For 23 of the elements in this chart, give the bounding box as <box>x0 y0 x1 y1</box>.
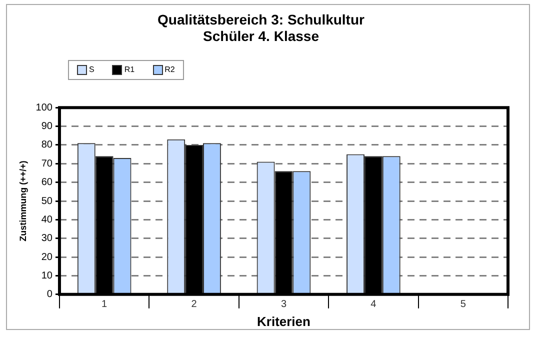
y-tick-label: 100 <box>36 102 53 114</box>
chart-subtitle: Schüler 4. Klasse <box>203 28 320 44</box>
y-tick-label: 10 <box>41 270 53 282</box>
y-axis-title: Zustimmung (++/+) <box>18 160 28 242</box>
x-tick-label: 4 <box>370 299 377 310</box>
y-tick-label: 50 <box>41 196 53 207</box>
legend-label: S <box>89 65 94 74</box>
x-axis-title: Kriterien <box>257 314 311 329</box>
y-tick-label: 70 <box>41 158 53 170</box>
legend-label: R1 <box>124 65 135 74</box>
y-tick-label: 30 <box>41 233 53 244</box>
y-tick-label: 0 <box>46 289 53 300</box>
x-tick-label: 5 <box>460 299 466 310</box>
legend-label: R2 <box>164 65 175 74</box>
y-tick-label: 90 <box>41 121 53 132</box>
x-tick-label: 1 <box>102 299 108 310</box>
y-tick-label: 60 <box>41 177 53 188</box>
y-tick-label: 20 <box>41 252 53 263</box>
x-tick-label: 2 <box>191 299 198 310</box>
y-tick-label: 80 <box>41 140 53 151</box>
chart-title: Qualitätsbereich 3: Schulkultur <box>158 11 366 28</box>
y-tick-label: 40 <box>41 214 53 226</box>
x-tick-label: 3 <box>280 299 287 310</box>
